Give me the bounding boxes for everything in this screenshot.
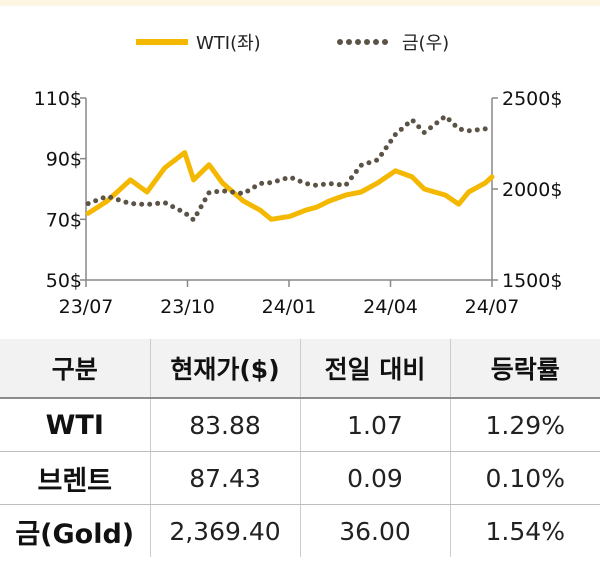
table-row: 금(Gold) 2,369.40 36.00 1.54% bbox=[0, 504, 600, 557]
y-right-tick-label: 1500$ bbox=[502, 270, 562, 292]
header-rate: 등락률 bbox=[450, 339, 600, 399]
oil-gold-price-chart: WTI(좌) 금(우) 23/07 23/10 24/01 24/04 24/07 110… bbox=[34, 33, 563, 318]
row-brent-change: 0.09 bbox=[300, 451, 451, 505]
legend-wti-label: WTI(좌) bbox=[196, 33, 261, 54]
row-brent-rate: 0.10% bbox=[450, 451, 600, 505]
header-price: 현재가($) bbox=[150, 339, 301, 399]
row-wti-rate: 1.29% bbox=[450, 398, 600, 452]
row-brent-price: 87.43 bbox=[150, 451, 301, 505]
y-left-tick-label: 90$ bbox=[46, 149, 82, 171]
series-gold bbox=[85, 113, 495, 223]
x-tick-label: 24/01 bbox=[262, 296, 317, 318]
y-right-tick-label: 2000$ bbox=[502, 179, 562, 201]
top-strip bbox=[0, 0, 600, 6]
table-header-row: 구분 현재가($) 전일 대비 등락률 bbox=[0, 339, 600, 399]
row-gold-price: 2,369.40 bbox=[150, 504, 301, 557]
chart-legend: WTI(좌) 금(우) bbox=[136, 33, 449, 54]
row-wti-change: 1.07 bbox=[300, 398, 451, 452]
row-wti-name: WTI bbox=[0, 398, 151, 452]
x-tick-label: 24/04 bbox=[363, 296, 418, 318]
header-category: 구분 bbox=[0, 339, 151, 399]
y-left-tick-label: 50$ bbox=[46, 270, 82, 292]
y-right-tick-label: 2500$ bbox=[502, 88, 562, 110]
row-brent-name: 브렌트 bbox=[0, 451, 151, 505]
gold-line bbox=[85, 113, 495, 223]
y-left-tick-label: 70$ bbox=[46, 209, 82, 231]
row-gold-name: 금(Gold) bbox=[0, 504, 151, 557]
table-row: 브렌트 87.43 0.09 0.10% bbox=[0, 451, 600, 505]
x-tick-label: 23/07 bbox=[59, 296, 114, 318]
axis-ticks: 23/07 23/10 24/01 24/04 24/07 110$ 90$ 70$ 50$ 25… bbox=[34, 88, 563, 318]
row-wti-price: 83.88 bbox=[150, 398, 301, 452]
wti-line bbox=[85, 150, 495, 222]
row-gold-change: 36.00 bbox=[300, 504, 451, 557]
x-tick-label: 23/10 bbox=[160, 296, 215, 318]
x-tick-label: 24/07 bbox=[465, 296, 520, 318]
table-row: WTI 83.88 1.07 1.29% bbox=[0, 398, 600, 452]
series-wti bbox=[85, 150, 495, 222]
header-change: 전일 대비 bbox=[300, 339, 451, 399]
row-gold-rate: 1.54% bbox=[485, 516, 565, 546]
y-left-tick-label: 110$ bbox=[34, 88, 82, 110]
legend-gold-label: 금(우) bbox=[402, 33, 449, 54]
price-summary-table: 구분 현재가($) 전일 대비 등락률 WTI 83.88 1.07 1.29%… bbox=[0, 339, 600, 557]
